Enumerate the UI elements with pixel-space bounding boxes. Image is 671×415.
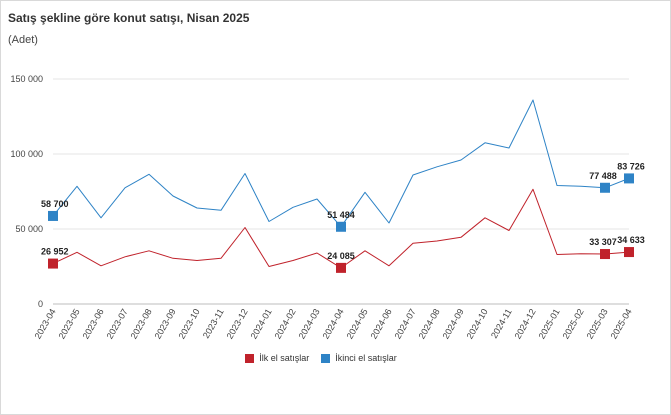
chart-legend: İlk el satışlar İkinci el satışlar [1,353,641,365]
x-tick-label: 2025-04 [609,307,634,341]
x-tick-label: 2024-02 [273,307,298,341]
data-label: 58 700 [41,199,69,209]
y-tick-label: 150 000 [10,74,43,84]
y-tick-label: 0 [38,299,43,309]
data-point-marker [48,258,58,269]
legend-swatch [245,353,255,363]
legend-item-2: İkinci el satışlar [321,353,397,363]
x-tick-label: 2025-03 [585,307,610,341]
x-tick-label: 2024-09 [441,307,466,341]
data-label: 34 633 [617,235,645,245]
x-tick-label: 2023-06 [81,307,106,341]
data-label: 77 488 [589,171,617,181]
legend-label: İkinci el satışlar [335,353,397,363]
x-tick-label: 2023-04 [33,307,58,341]
data-label: 24 085 [327,251,355,261]
legend-item-1: İlk el satışlar [245,353,309,363]
x-tick-label: 2023-11 [201,307,226,340]
x-tick-label: 2023-10 [177,307,202,341]
x-tick-label: 2024-05 [345,307,370,341]
x-tick-label: 2024-08 [417,307,442,341]
x-tick-label: 2023-09 [153,307,178,341]
x-tick-label: 2025-01 [537,307,562,341]
data-label: 26 952 [41,247,69,257]
x-tick-label: 2023-08 [129,307,154,341]
data-label: 33 307 [589,237,617,247]
series-line-2 [52,99,630,228]
x-tick-label: 2023-07 [105,307,130,341]
data-point-marker [624,247,634,258]
x-tick-label: 2025-02 [561,307,586,341]
chart-title: Satış şekline göre konut satışı, Nisan 2… [8,11,250,25]
data-label: 51 484 [327,210,355,220]
data-point-marker [336,262,346,273]
y-tick-label: 50 000 [15,224,43,234]
data-point-marker [600,249,610,260]
data-point-marker [624,173,634,184]
x-tick-label: 2024-07 [393,307,418,341]
data-point-marker [48,210,58,221]
data-point-marker [600,182,610,193]
x-tick-label: 2023-12 [225,307,250,341]
x-tick-label: 2024-10 [465,307,490,341]
data-point-marker [336,221,346,232]
x-tick-label: 2024-03 [297,307,322,341]
x-tick-label: 2024-06 [369,307,394,341]
chart-subtitle: (Adet) [8,34,38,46]
y-tick-label: 100 000 [10,149,43,159]
x-tick-label: 2024-11 [489,307,514,340]
legend-swatch [321,353,331,363]
x-tick-label: 2024-12 [513,307,538,341]
x-tick-label: 2023-05 [57,307,82,341]
x-tick-label: 2024-04 [321,307,346,341]
data-label: 83 726 [617,161,645,171]
x-tick-label: 2024-01 [249,307,274,341]
legend-label: İlk el satışlar [259,353,310,363]
